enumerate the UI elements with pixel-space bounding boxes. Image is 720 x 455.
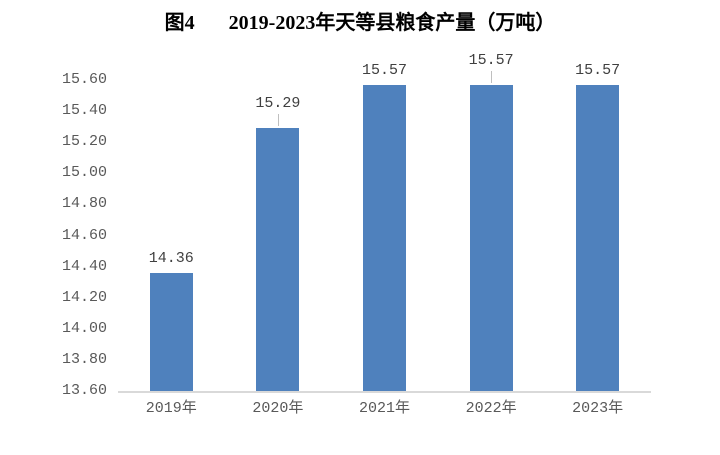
y-axis-tick-label: 14.00 — [61, 319, 107, 337]
data-label-leader-line-2022 — [491, 70, 493, 83]
chart-title: 图4 2019-2023年天等县粮食产量（万吨） — [0, 11, 720, 35]
x-axis-label-2021: 2021年 — [358, 400, 410, 417]
y-axis-tick-label: 13.80 — [61, 350, 107, 368]
chart-title-text: 2019-2023年天等县粮食产量（万吨） — [228, 12, 556, 34]
x-axis-label-2023: 2023年 — [572, 400, 624, 417]
bar-2022 — [469, 84, 513, 391]
x-axis-label-2022: 2022年 — [465, 400, 517, 417]
y-axis-tick-label: 14.20 — [61, 288, 107, 306]
x-axis-label-2020: 2020年 — [252, 400, 304, 417]
bar-2023 — [576, 84, 620, 391]
x-axis-label-2019: 2019年 — [145, 400, 197, 417]
data-label-2023: 15.57 — [575, 61, 621, 79]
data-label-2021: 15.57 — [361, 61, 407, 79]
y-axis-tick-label: 15.20 — [61, 133, 107, 151]
y-axis-tick-label: 14.60 — [61, 226, 107, 244]
data-label-2022: 15.57 — [468, 51, 514, 69]
bar-2019 — [149, 272, 193, 391]
y-axis-tick-label: 13.60 — [61, 382, 107, 399]
bar-2021 — [363, 84, 406, 391]
data-label-2019: 14.36 — [148, 249, 194, 267]
x-axis-line — [118, 391, 651, 393]
y-axis-tick-label: 14.80 — [61, 195, 107, 213]
y-axis-tick-label: 15.00 — [61, 164, 107, 182]
chart-title-figure-number: 图4 — [164, 12, 195, 34]
y-axis-tick-label: 15.40 — [61, 102, 107, 120]
bar-2020 — [256, 128, 300, 391]
data-label-leader-line-2020 — [277, 114, 279, 127]
y-axis-tick-label: 14.40 — [61, 257, 107, 275]
y-axis-tick-label: 15.60 — [61, 71, 107, 88]
data-label-2020: 15.29 — [255, 95, 301, 113]
